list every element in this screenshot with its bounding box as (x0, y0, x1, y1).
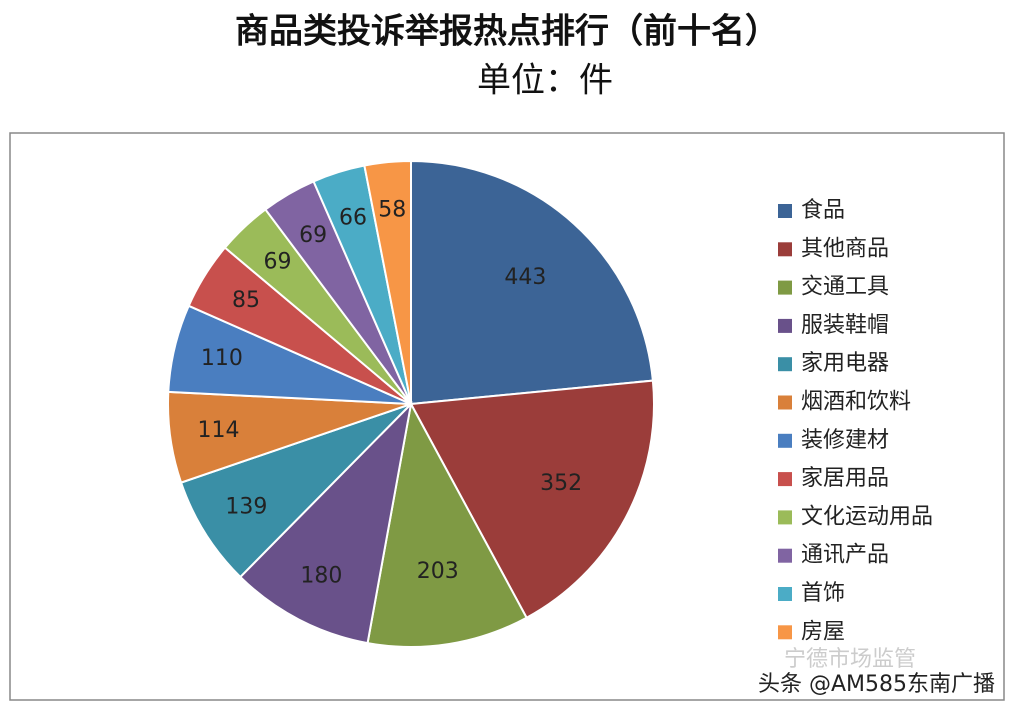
legend-label: 房屋 (801, 619, 845, 644)
data-label: 180 (300, 564, 342, 589)
data-label: 58 (378, 198, 406, 223)
legend-swatch (778, 510, 792, 525)
data-label: 69 (263, 250, 291, 275)
pie-slice (363, 159, 412, 405)
legend-label: 其他商品 (801, 236, 889, 261)
data-label: 443 (504, 265, 546, 290)
chart-subtitle: 单位：件 (477, 61, 613, 101)
legend-swatch (778, 242, 792, 257)
pie-slice (366, 401, 528, 648)
pie-slice (409, 379, 655, 620)
legend-swatch (778, 587, 792, 601)
legend-swatch (778, 395, 792, 410)
pie-slice (179, 403, 412, 579)
data-label: 110 (201, 346, 243, 371)
legend-label: 食品 (801, 198, 845, 223)
legend-label: 家用电器 (801, 351, 889, 376)
legend-swatch (778, 625, 792, 640)
legend-label: 交通工具 (801, 275, 889, 300)
legend-label: 家居用品 (801, 466, 889, 491)
data-label: 139 (225, 494, 267, 519)
pie-slice (410, 159, 654, 406)
chart-title: 商品类投诉举报热点排行（前十名） (235, 12, 779, 52)
data-label: 114 (197, 418, 239, 443)
legend-swatch (778, 280, 792, 295)
legend-swatch (778, 357, 792, 372)
legend-swatch (778, 318, 792, 333)
legend-label: 首饰 (801, 581, 845, 606)
data-label: 203 (417, 559, 459, 584)
watermark-faint: 宁德市场监管 (784, 647, 916, 672)
legend-swatch (778, 472, 792, 487)
legend-swatch (778, 204, 792, 218)
legend-label: 烟酒和饮料 (801, 390, 911, 415)
data-label: 352 (540, 471, 582, 496)
legend-label: 通讯产品 (801, 543, 889, 568)
data-label: 69 (299, 223, 327, 248)
watermark: 头条 @AM585东南广播 (758, 672, 995, 697)
data-label: 85 (232, 288, 260, 313)
legend-swatch (778, 433, 792, 448)
data-label: 66 (339, 205, 367, 230)
pie-slice (238, 400, 413, 645)
legend-label: 服装鞋帽 (801, 313, 889, 338)
legend-label: 文化运动用品 (801, 504, 933, 529)
legend-swatch (778, 548, 792, 563)
legend-label: 装修建材 (801, 428, 889, 453)
